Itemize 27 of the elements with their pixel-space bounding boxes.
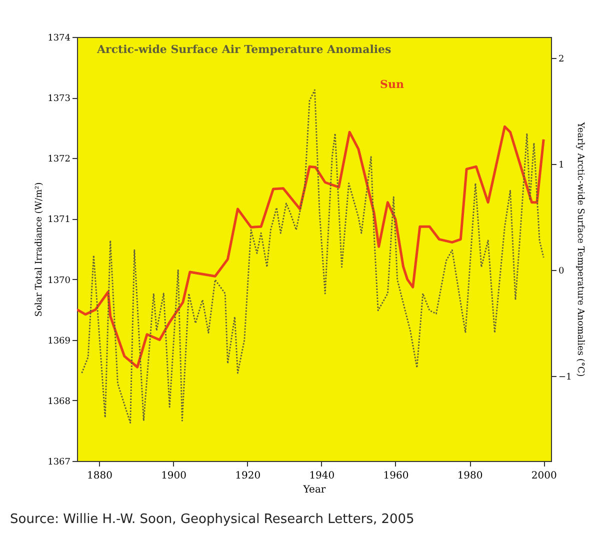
text: Sun bbox=[380, 78, 404, 91]
line-series bbox=[77, 125, 545, 368]
x-tick-label: 1900 bbox=[161, 470, 187, 482]
y-tick-label: 1370 bbox=[48, 276, 71, 286]
x-tick-label: 2000 bbox=[531, 470, 557, 482]
y-axis-title: Solar Total Irradiance (W/m²) bbox=[34, 182, 45, 317]
text: Arctic-wide Surface Air Temperature Anomalies bbox=[96, 43, 392, 56]
y2-tick-label: −1 bbox=[558, 372, 572, 383]
y2-tick-label: 2 bbox=[558, 54, 564, 65]
x-tick-label: 1960 bbox=[383, 470, 409, 482]
x-tick-label: 1920 bbox=[235, 470, 261, 482]
y-tick-label: 1374 bbox=[48, 34, 71, 44]
y-tick-label: 1368 bbox=[48, 396, 71, 407]
x-tick-label: 1940 bbox=[309, 470, 335, 482]
y2-tick-label: 0 bbox=[558, 266, 564, 277]
y-tick-label: 1369 bbox=[48, 336, 71, 346]
x-tick-label: 1980 bbox=[457, 470, 483, 482]
y2-tick-label: 1 bbox=[558, 160, 564, 171]
y2-axis-title: Yearly Arctic-wide Surface Temperature Anomalies (°C) bbox=[574, 121, 585, 377]
x-axis-title: Year bbox=[302, 484, 326, 496]
y-tick-label: 1372 bbox=[48, 154, 70, 165]
source-note: Source: Willie H.-W. Soon, Geophysical Research Letters, 2005 bbox=[10, 512, 414, 527]
y-tick-label: 1367 bbox=[48, 458, 71, 468]
y-tick-label: 1371 bbox=[48, 215, 70, 226]
y-tick-label: 1373 bbox=[48, 94, 71, 104]
x-tick-label: 1880 bbox=[86, 470, 112, 482]
line-series bbox=[81, 89, 544, 424]
